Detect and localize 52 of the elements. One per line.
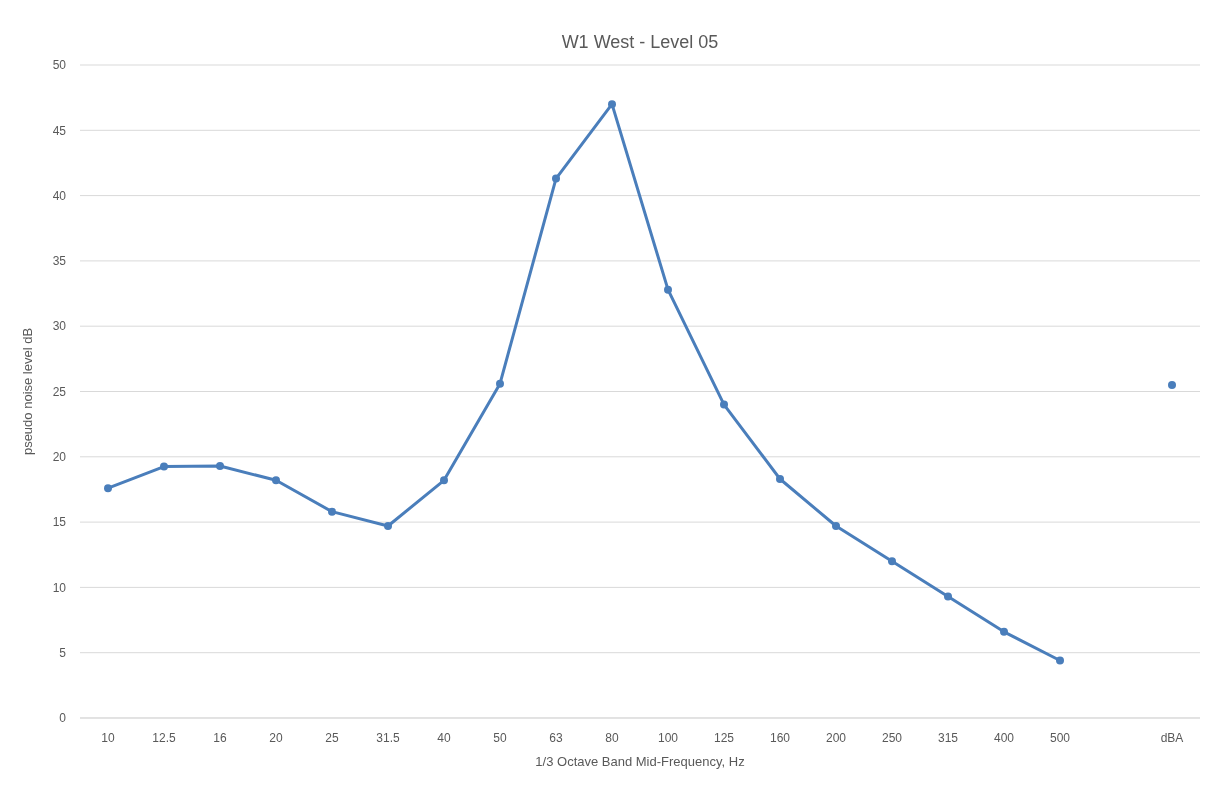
point [496,379,504,388]
point [216,461,224,470]
y-tick-label: 0 [59,711,67,726]
y-tick-label: 45 [52,123,67,138]
x-tick-label: 200 [825,731,847,745]
y-tick-label: 35 [52,254,67,269]
point [1000,627,1008,636]
point [944,592,952,601]
x-tick-label: 50 [493,731,507,745]
x-tick-label: 80 [605,731,619,745]
point [552,174,560,183]
x-tick-label: 25 [325,731,339,745]
x-axis-title: 1/3 Octave Band Mid-Frequency, Hz [535,754,745,769]
y-tick-label: 10 [52,580,67,595]
x-tick-label: 250 [881,731,903,745]
x-tick-label: 20 [269,731,283,745]
point [832,522,840,531]
x-tick-label: 12.5 [152,731,176,745]
y-tick-label: 40 [52,188,67,203]
chart-title: W1 West - Level 05 [561,32,719,52]
point [664,285,672,294]
y-axis-title: pseudo noise level dB [20,327,35,456]
y-tick-label: 15 [52,515,67,530]
point [384,522,392,531]
x-tick-label: 10 [101,731,115,745]
y-tick-label: 30 [52,319,67,334]
point [888,557,896,566]
point [440,476,448,485]
x-tick-label: 315 [937,731,959,745]
y-tick-label: 20 [52,450,67,464]
x-tick-label: 400 [993,731,1015,745]
x-tick-label: 500 [1049,731,1071,745]
y-tick-label: 50 [52,58,67,73]
x-tick-label: 40 [437,731,451,745]
x-tick-label: 160 [769,731,791,745]
x-tick-label: 31.5 [376,731,400,745]
point [776,475,784,483]
point [720,400,728,409]
point [1056,656,1064,665]
point [328,507,336,516]
point [608,100,616,109]
y-tick-label: 5 [59,645,67,660]
y-tick-label: 25 [52,384,67,399]
point [160,462,168,471]
x-tick-label: 16 [213,731,227,745]
x-tick-label: 63 [549,731,563,745]
x-tick-label: 125 [713,731,735,745]
point [272,476,280,485]
point [104,484,112,493]
point [1168,380,1176,389]
x-tick-label: dBA [1160,731,1184,745]
x-tick-label: 100 [657,731,679,745]
